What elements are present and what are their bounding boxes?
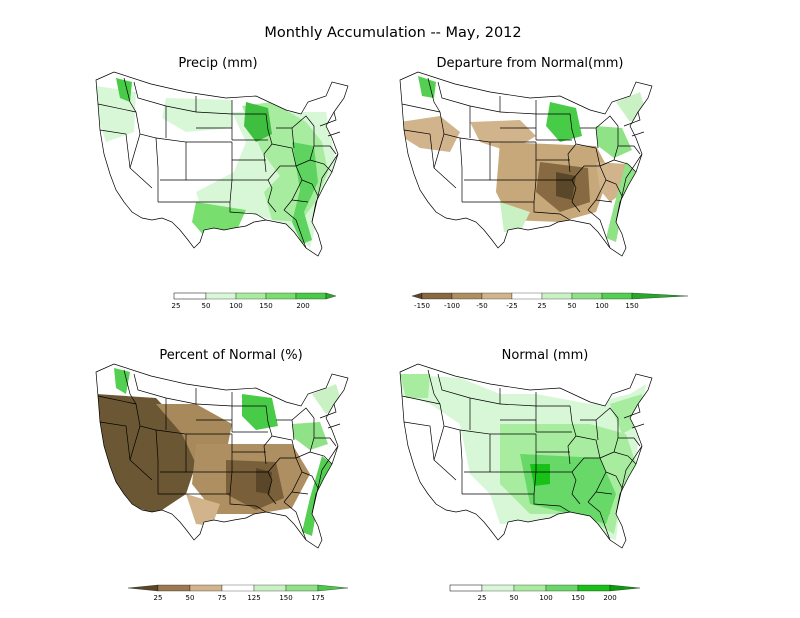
legend-tick: 150 [259,302,272,310]
legend-arrow [411,292,423,300]
legend-swatch [577,584,611,592]
legend-swatch [541,292,573,300]
panel-departure-title: Departure from Normal(mm) [437,56,624,71]
panel-precip: Precip (mm) 25 50 100 [95,56,349,310]
legend-tick: 200 [296,302,309,310]
legend-tick: -50 [476,302,487,310]
legend-swatch [221,584,255,592]
legend-tick: 200 [603,594,616,602]
percent-fill [96,364,348,548]
legend-tick: 100 [595,302,608,310]
legend-tick: 150 [625,302,638,310]
legend-tick: 100 [229,302,242,310]
departure-map [399,71,653,257]
normal-legend: 25 50 100 150 200 [449,584,641,602]
panel-percent-title: Percent of Normal (%) [159,348,302,363]
legend-tick: 25 [172,302,181,310]
legend-tick: -100 [444,302,460,310]
percent-map [95,363,349,549]
legend-tick: 150 [571,594,584,602]
normal-map [399,363,653,549]
legend-swatch [481,292,513,300]
legend-swatch [481,584,515,592]
legend-swatch [571,292,603,300]
legend-swatch [235,292,267,300]
legend-tick: 50 [510,594,519,602]
legend-tick: 25 [154,594,163,602]
legend-tick: 100 [539,594,552,602]
normal-fill [400,364,652,548]
legend-arrow [631,292,689,300]
legend-arrow [317,584,349,592]
legend-swatch [295,292,327,300]
legend-swatch [157,584,191,592]
legend-swatch [451,292,483,300]
legend-swatch [173,292,207,300]
legend-swatch [601,292,633,300]
legend-swatch [449,584,483,592]
legend-arrow [609,584,641,592]
legend-swatch [285,584,319,592]
departure-fill [400,72,652,256]
figure-title: Monthly Accumulation -- May, 2012 [264,25,521,41]
legend-swatch [421,292,453,300]
legend-tick: -150 [414,302,430,310]
precip-map [95,71,349,257]
legend-swatch [513,584,547,592]
legend-swatch [189,584,223,592]
legend-swatch [265,292,297,300]
legend-tick: 50 [568,302,577,310]
panel-departure: Departure from Normal(mm) [399,56,689,310]
legend-swatch [511,292,543,300]
legend-arrow [325,292,337,300]
precip-fill [96,72,348,256]
legend-swatch [545,584,579,592]
departure-legend: -150 -100 -50 -25 25 50 100 150 [411,292,689,310]
legend-tick: 25 [538,302,547,310]
percent-legend: 25 50 75 125 150 175 [127,584,349,602]
panel-percent: Percent of Normal (%) [95,348,349,602]
precip-legend: 25 50 100 150 200 [172,292,337,310]
panel-normal: Normal (mm) 25 50 100 150 [399,348,653,602]
legend-tick: -25 [506,302,517,310]
panel-normal-title: Normal (mm) [502,348,589,363]
legend-tick: 50 [202,302,211,310]
legend-swatch [205,292,237,300]
legend-tick: 150 [279,594,292,602]
legend-tick: 175 [311,594,324,602]
legend-tick: 50 [186,594,195,602]
panel-precip-title: Precip (mm) [178,56,257,71]
legend-tick: 125 [247,594,260,602]
legend-tick: 75 [218,594,227,602]
legend-swatch [253,584,287,592]
legend-tick: 25 [478,594,487,602]
legend-arrow [127,584,159,592]
